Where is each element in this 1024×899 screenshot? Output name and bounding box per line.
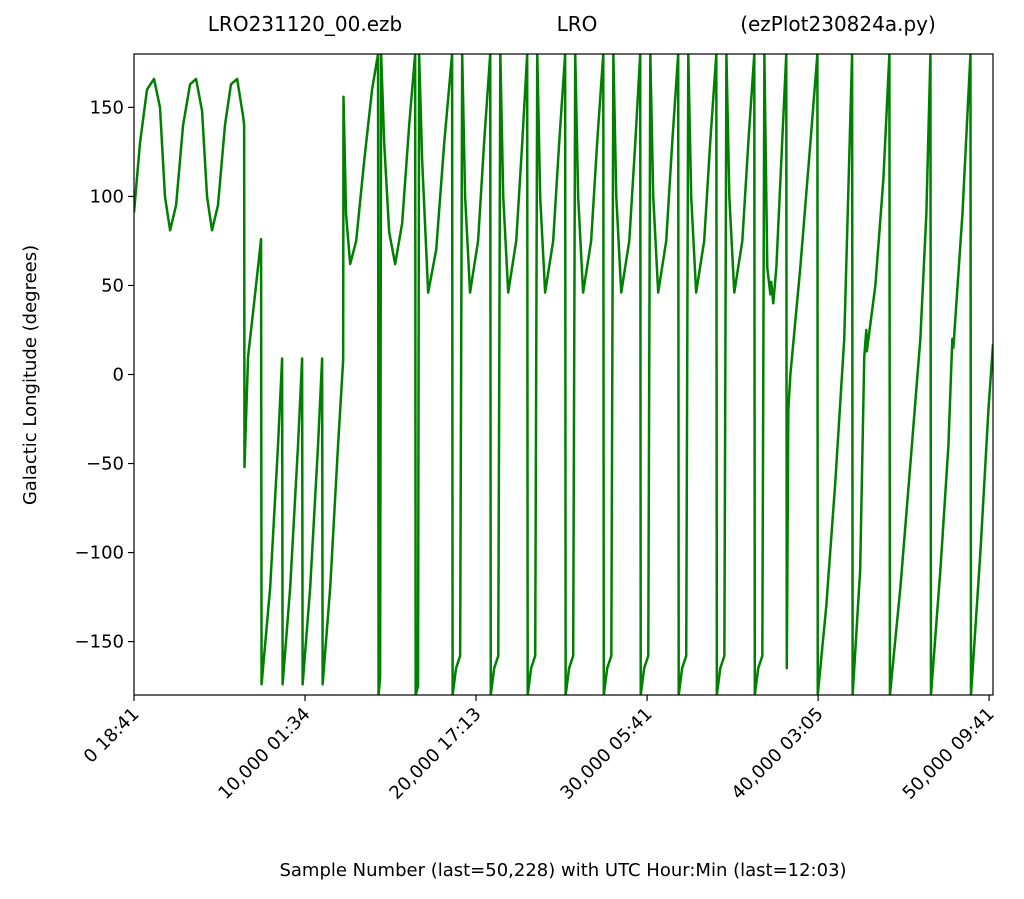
x-tick-label: 30,000 05:41 [556,704,656,804]
y-tick-label: −150 [75,632,124,653]
y-tick-label: 150 [90,97,124,118]
title-center: LRO [557,12,598,36]
y-tick-label: −50 [86,454,124,475]
x-tick-label: 0 18:41 [80,704,144,768]
y-tick-label: 50 [101,275,124,296]
title-right: (ezPlot230824a.py) [740,12,936,36]
plot-area [134,54,993,695]
x-tick-label: 10,000 01:34 [214,704,314,804]
title-left: LRO231120_00.ezb [208,12,402,36]
y-axis-label: Galactic Longitude (degrees) [20,245,41,505]
x-tick-label: 40,000 03:05 [728,704,828,804]
x-axis-label: Sample Number (last=50,228) with UTC Hou… [279,860,846,881]
x-tick-label: 50,000 09:41 [899,704,999,804]
y-tick-label: 0 [113,365,124,386]
data-line [134,54,993,695]
y-tick-label: −100 [75,543,124,564]
y-tick-label: 100 [90,186,124,207]
x-tick-label: 20,000 17:13 [385,704,485,804]
